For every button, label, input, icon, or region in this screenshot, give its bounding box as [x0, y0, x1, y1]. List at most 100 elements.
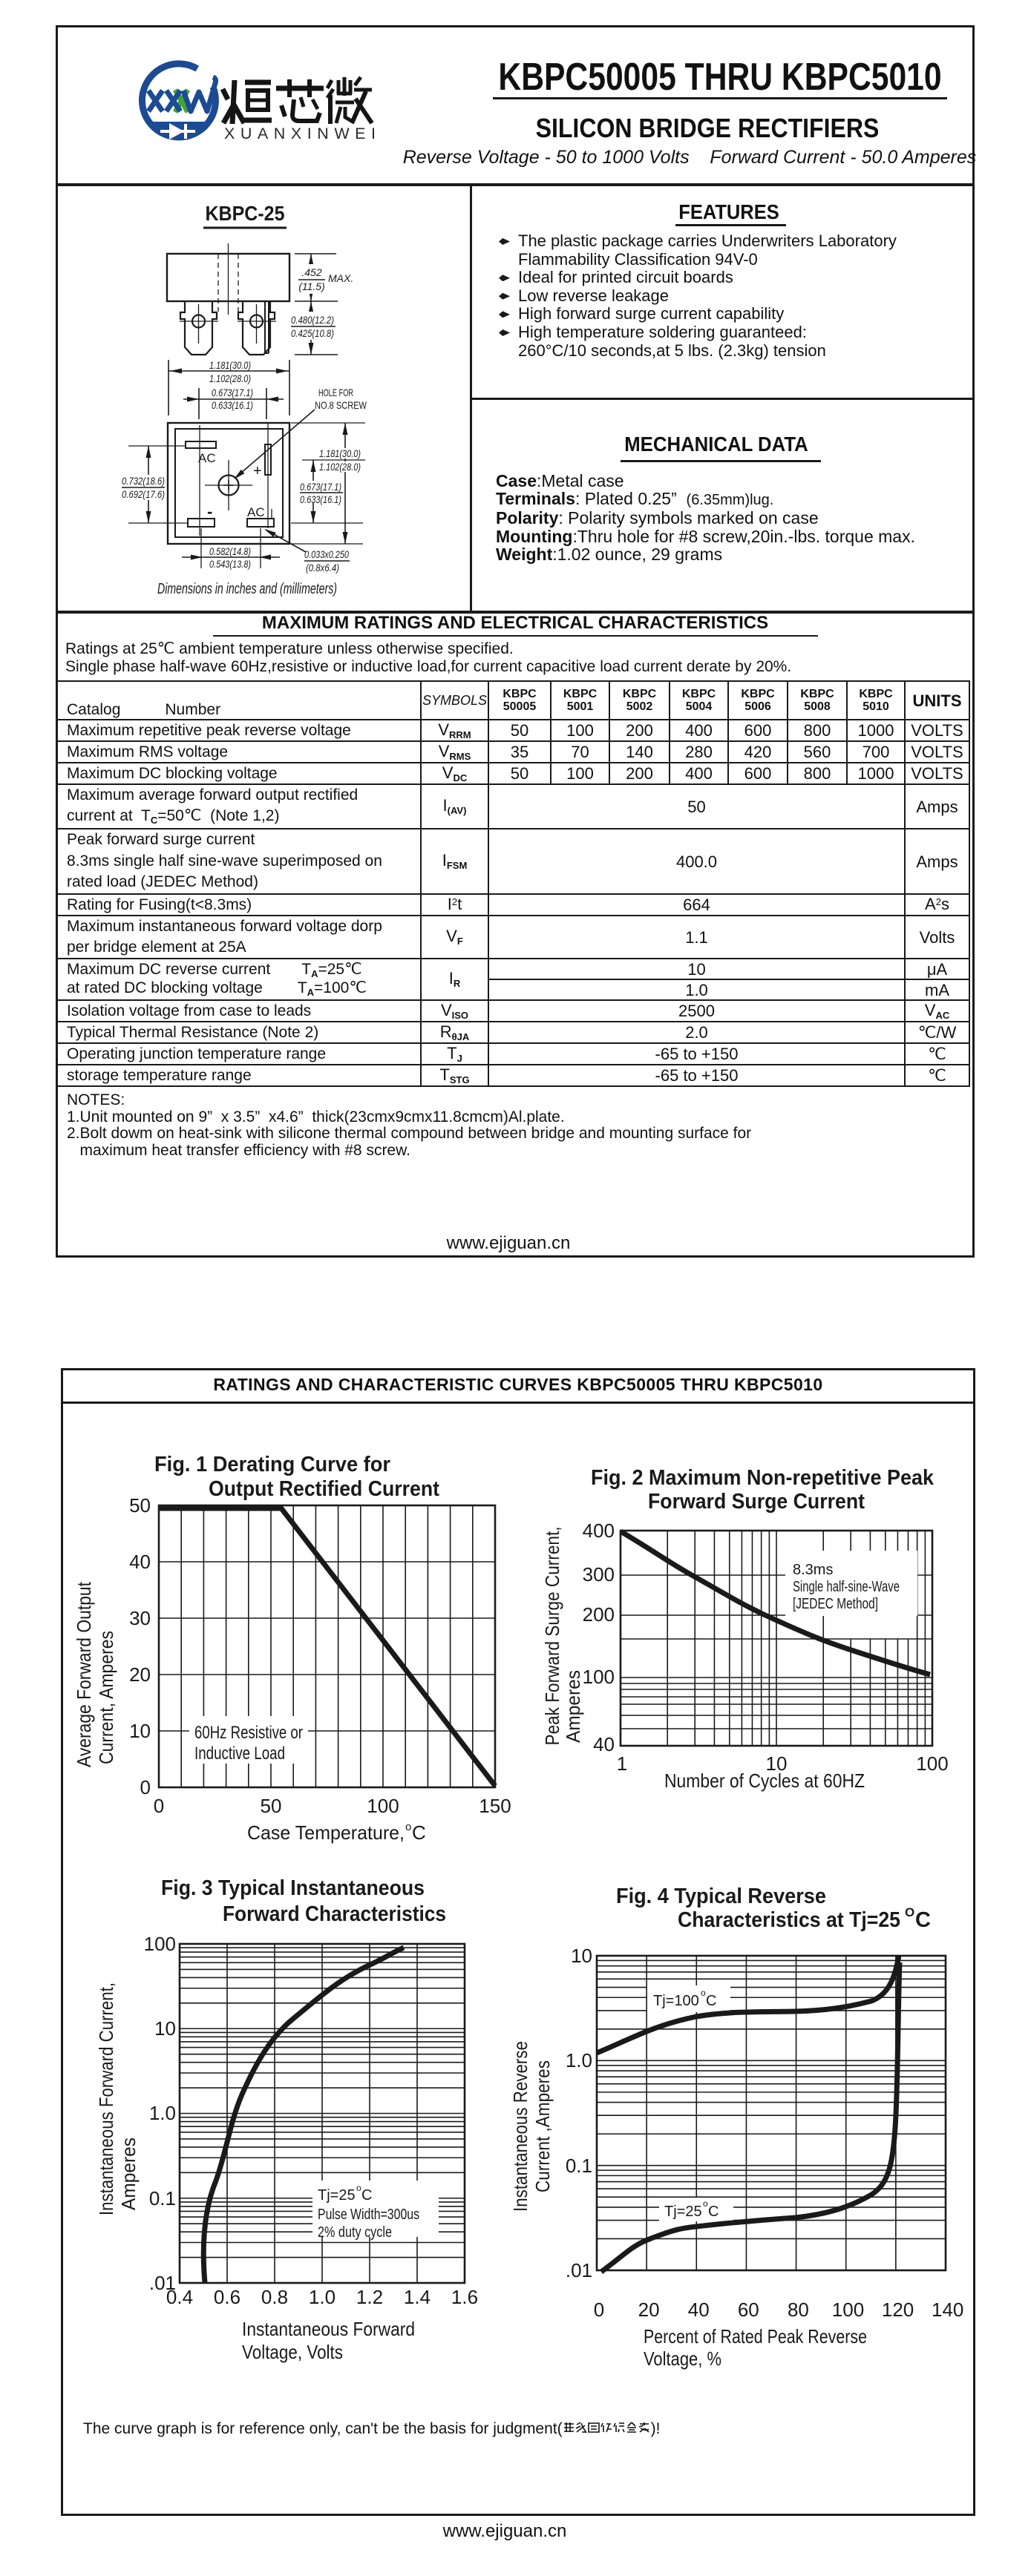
- svg-text:Amperes: Amperes: [562, 1670, 584, 1743]
- svg-text:20: 20: [129, 1663, 151, 1686]
- svg-text:10: 10: [154, 2017, 176, 2040]
- svg-text:0.633(16.1): 0.633(16.1): [212, 399, 253, 411]
- svg-text:Fig. 2 Maximum Non-repetitive: Fig. 2 Maximum Non-repetitive Peak: [591, 1466, 935, 1490]
- svg-text:0.480(12.2): 0.480(12.2): [291, 314, 334, 326]
- svg-text:Tj=25: Tj=25: [318, 2187, 356, 2204]
- svg-text:40: 40: [129, 1551, 151, 1573]
- svg-text:.01: .01: [149, 2272, 176, 2294]
- svg-text:C: C: [915, 1908, 931, 1932]
- svg-text:100: 100: [832, 2299, 864, 2321]
- svg-text:Voltage, Volts: Voltage, Volts: [242, 2341, 343, 2363]
- svg-text:C: C: [412, 1821, 426, 1844]
- svg-text:[JEDEC Method]: [JEDEC Method]: [793, 1596, 878, 1612]
- svg-text:60Hz Resistive or: 60Hz Resistive or: [194, 1723, 303, 1743]
- svg-text:1.4: 1.4: [404, 2286, 431, 2308]
- svg-text:Dimensions in inches and (mill: Dimensions in inches and (millimeters): [157, 581, 337, 597]
- svg-text:KBPC-25: KBPC-25: [206, 202, 285, 225]
- svg-text:.01: .01: [566, 2259, 592, 2281]
- svg-text:Single half-sine-Wave: Single half-sine-Wave: [793, 1579, 900, 1595]
- svg-text:1.102(28.0): 1.102(28.0): [319, 461, 361, 473]
- svg-text:0: 0: [594, 2299, 604, 2321]
- svg-text:Tj=100: Tj=100: [653, 1993, 699, 2009]
- svg-text:Percent of Rated Peak Reverse: Percent of Rated Peak Reverse: [644, 2325, 867, 2347]
- svg-text:NO.8 SCREW: NO.8 SCREW: [315, 399, 367, 411]
- svg-text:50: 50: [261, 1795, 282, 1817]
- svg-text:10: 10: [129, 1720, 151, 1742]
- svg-text:Instantaneous Forward Current,: Instantaneous Forward Current,: [95, 1982, 117, 2215]
- svg-text:20: 20: [638, 2299, 660, 2321]
- svg-text:1.6: 1.6: [451, 2286, 478, 2308]
- svg-text:1.2: 1.2: [356, 2286, 383, 2308]
- svg-text:Pulse Width=300us: Pulse Width=300us: [318, 2207, 419, 2223]
- svg-text:30: 30: [129, 1607, 151, 1629]
- svg-text:1.102(28.0): 1.102(28.0): [209, 372, 251, 384]
- svg-text:Instantaneous Reverse: Instantaneous Reverse: [509, 2041, 531, 2212]
- svg-text:XUANXINWEI: XUANXINWEI: [224, 125, 376, 142]
- svg-text:.452: .452: [301, 266, 321, 278]
- svg-text:Number of Cycles at 60HZ: Number of Cycles at 60HZ: [664, 1770, 865, 1792]
- svg-text:Current, Amperes: Current, Amperes: [95, 1631, 117, 1764]
- svg-text:0.673(17.1): 0.673(17.1): [300, 481, 341, 493]
- svg-text:0.425(10.8): 0.425(10.8): [291, 327, 334, 339]
- svg-text:100: 100: [367, 1795, 399, 1817]
- svg-text:1.181(30.0): 1.181(30.0): [319, 447, 361, 459]
- svg-text:0.543(13.8): 0.543(13.8): [209, 558, 251, 570]
- svg-text:1: 1: [617, 1752, 627, 1775]
- svg-text:Amperes: Amperes: [117, 2138, 140, 2210]
- svg-text:40: 40: [688, 2299, 710, 2321]
- svg-text:80: 80: [788, 2299, 809, 2321]
- svg-text:o: o: [356, 2183, 361, 2193]
- svg-text:0.4: 0.4: [166, 2286, 193, 2308]
- svg-text:Fig. 3 Typical Instantaneous: Fig. 3 Typical Instantaneous: [161, 1876, 425, 1900]
- svg-text:C: C: [706, 1993, 716, 2009]
- svg-text:Forward Surge Current: Forward Surge Current: [648, 1490, 865, 1514]
- svg-text:0: 0: [154, 1795, 164, 1817]
- svg-text:(0.8x6.4): (0.8x6.4): [306, 562, 339, 574]
- svg-text:300: 300: [583, 1563, 615, 1586]
- svg-text:HOLE FOR: HOLE FOR: [318, 387, 353, 398]
- svg-text:8.3ms: 8.3ms: [793, 1562, 833, 1578]
- svg-text:0.582(14.8): 0.582(14.8): [209, 545, 251, 557]
- svg-text:0.673(17.1): 0.673(17.1): [212, 387, 253, 398]
- svg-text:0.6: 0.6: [214, 2286, 240, 2308]
- svg-text:Fig. 1 Derating Curve for: Fig. 1 Derating Curve for: [154, 1453, 390, 1476]
- svg-text:Output Rectified Current: Output Rectified Current: [209, 1477, 439, 1501]
- svg-text:Tj=25: Tj=25: [664, 2204, 702, 2220]
- svg-text:0.1: 0.1: [566, 2155, 592, 2177]
- svg-text:Current ,Amperes: Current ,Amperes: [531, 2060, 554, 2192]
- svg-text:400: 400: [583, 1519, 615, 1542]
- svg-text:200: 200: [583, 1603, 615, 1626]
- svg-text:o: o: [703, 2198, 708, 2209]
- svg-text:C: C: [361, 2187, 372, 2204]
- svg-text:Inductive Load: Inductive Load: [194, 1744, 285, 1764]
- svg-text:AC: AC: [198, 451, 216, 465]
- svg-text:0.8: 0.8: [261, 2286, 288, 2308]
- svg-text:0.033x0.250: 0.033x0.250: [304, 548, 349, 560]
- svg-text:50: 50: [129, 1494, 151, 1517]
- svg-text:1.0: 1.0: [309, 2286, 336, 2308]
- svg-text:150: 150: [479, 1795, 511, 1817]
- svg-text:MAX.: MAX.: [328, 272, 353, 284]
- svg-text:120: 120: [882, 2299, 914, 2321]
- svg-text:C: C: [708, 2204, 719, 2220]
- svg-text:0: 0: [140, 1776, 151, 1798]
- svg-text:O: O: [905, 1905, 914, 1919]
- svg-text:140: 140: [932, 2299, 963, 2321]
- svg-text:0.692(17.6): 0.692(17.6): [122, 488, 165, 500]
- svg-text:1.181(30.0): 1.181(30.0): [209, 359, 251, 371]
- svg-text:1.0: 1.0: [149, 2102, 176, 2124]
- svg-text:Instantaneous Forward: Instantaneous Forward: [242, 2318, 415, 2340]
- svg-text:10: 10: [766, 1752, 788, 1775]
- svg-text:Peak Forward Surge Current,: Peak Forward Surge Current,: [541, 1527, 563, 1746]
- svg-text:Average Forward Output: Average Forward Output: [73, 1581, 95, 1767]
- svg-text:60: 60: [738, 2299, 759, 2321]
- svg-text:40: 40: [593, 1733, 615, 1755]
- svg-text:0.732(18.6): 0.732(18.6): [122, 475, 165, 487]
- svg-text:-: -: [207, 502, 212, 521]
- svg-text:10: 10: [571, 1945, 592, 1967]
- svg-text:Fig. 4 Typical Reverse: Fig. 4 Typical Reverse: [616, 1885, 826, 1908]
- svg-text:Characteristics at Tj=25: Characteristics at Tj=25: [678, 1908, 900, 1932]
- svg-text:AC: AC: [247, 505, 265, 519]
- svg-text:Voltage, %: Voltage, %: [644, 2347, 721, 2370]
- svg-text:o: o: [701, 1988, 706, 1998]
